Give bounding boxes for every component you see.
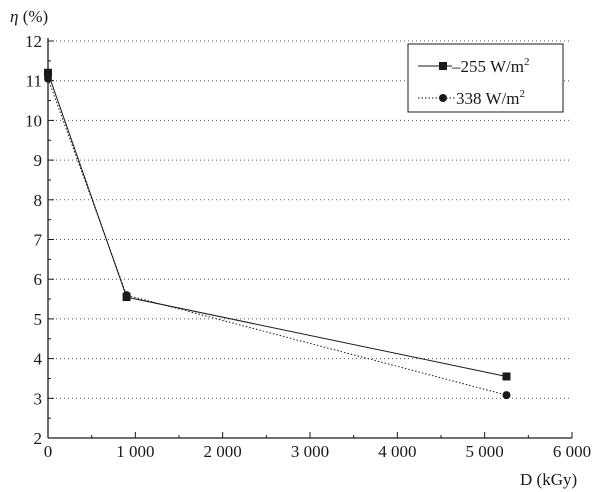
x-tick-label: 3 000	[291, 442, 329, 461]
grid	[48, 40, 572, 399]
legend: –255 W/m2 338 W/m2	[407, 43, 564, 113]
series-layer	[44, 68, 511, 400]
series-1-point	[44, 68, 52, 77]
svg-text:η (%): η (%)	[10, 7, 48, 26]
legend-box	[407, 43, 564, 113]
y-axis-symbol: η	[10, 7, 18, 26]
y-tick-label: 10	[25, 111, 42, 130]
x-tick-label: 2 000	[204, 442, 242, 461]
y-tick-label: 8	[34, 191, 43, 210]
series-2-point	[502, 391, 511, 400]
x-tick-label: 4 000	[378, 442, 416, 461]
series-2-point	[44, 74, 52, 83]
legend-entry-1: –255 W/m2	[451, 56, 529, 76]
y-axis-title: η (%)	[10, 7, 48, 26]
x-tick-label: 1 000	[116, 442, 154, 461]
series-1-line	[47, 72, 507, 377]
y-tick-label: 9	[34, 151, 43, 170]
y-axis-unit: (%)	[18, 7, 48, 26]
legend-entry-2: 338 W/m2	[456, 88, 525, 108]
x-tick-label: 5 000	[466, 442, 504, 461]
y-tick-label: 7	[34, 231, 43, 250]
y-tick-label: 6	[34, 270, 43, 289]
y-tick-label: 5	[34, 310, 43, 329]
y-ticks: 2 3 4 5 6 7 8 9 10 11 12	[25, 32, 54, 448]
y-tick-label: 12	[25, 32, 42, 51]
y-tick-label: 3	[34, 389, 43, 408]
x-tick-label: 6 000	[553, 442, 591, 461]
y-tick-label: 2	[34, 429, 43, 448]
x-tick-label: 0	[44, 442, 53, 461]
legend-square-marker	[439, 62, 447, 70]
series-1-point	[502, 372, 511, 381]
legend-circle-marker	[439, 94, 447, 102]
x-ticks: 0 1 000 2 000 3 000 4 000 5 000 6 000	[44, 432, 591, 461]
y-tick-label: 11	[26, 72, 42, 91]
series-2-point	[122, 291, 131, 300]
series-2-line	[47, 78, 507, 396]
y-tick-label: 4	[34, 350, 43, 369]
x-axis-title: D (kGy)	[520, 470, 577, 489]
